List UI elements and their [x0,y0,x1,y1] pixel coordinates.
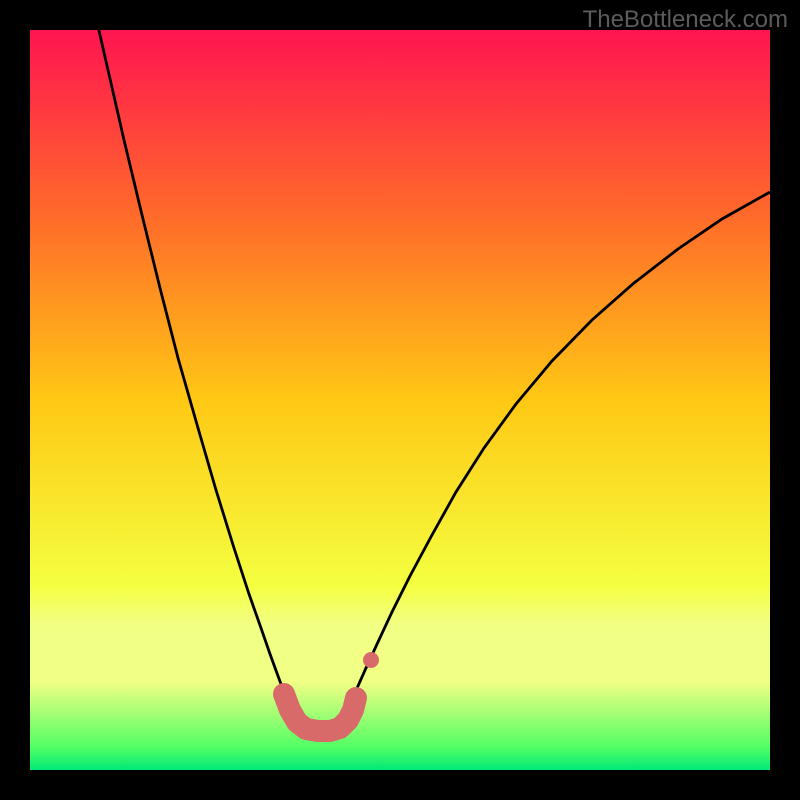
isolated-marker [363,652,379,668]
watermark-text: TheBottleneck.com [583,6,788,34]
left-curve [92,0,288,703]
curve-overlay [0,0,800,800]
right-curve [352,192,770,700]
u-thick [284,694,356,731]
